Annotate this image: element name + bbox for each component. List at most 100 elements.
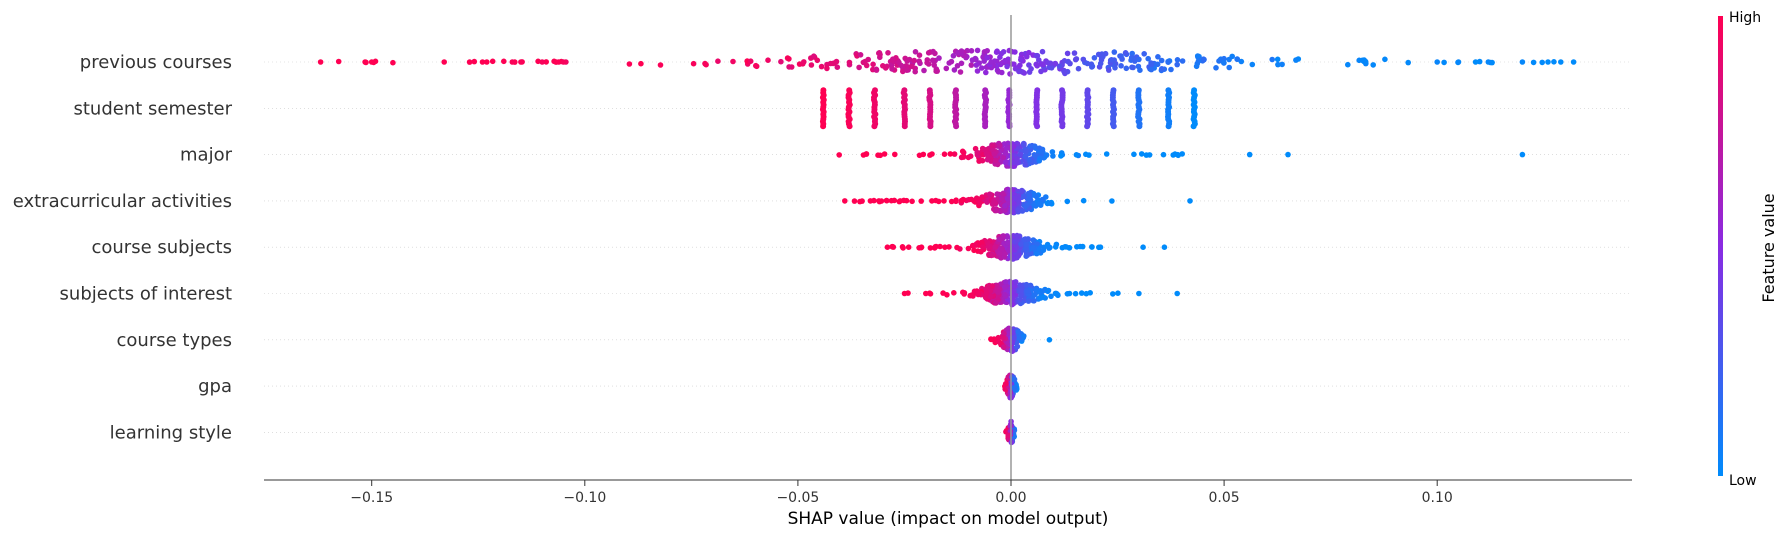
shap-point (936, 55, 942, 61)
shap-point (992, 244, 998, 250)
shap-point (1072, 290, 1079, 297)
shap-point (1046, 200, 1053, 206)
shap-point (808, 62, 815, 68)
shap-point (974, 47, 981, 54)
shap-point (953, 123, 960, 130)
shap-point (1140, 244, 1146, 250)
shap-point (1002, 207, 1008, 214)
shap-point (1441, 59, 1447, 66)
shap-point (1159, 66, 1165, 72)
shap-point (960, 153, 967, 160)
shap-point (1072, 56, 1079, 63)
shap-point (1050, 153, 1056, 159)
shap-point (1064, 50, 1071, 57)
shap-point (993, 299, 999, 306)
feature-label: student semester (73, 98, 232, 119)
shap-point (948, 58, 955, 65)
x-tick-label: −0.05 (776, 490, 819, 506)
shap-point (974, 149, 980, 156)
shap-point (988, 243, 994, 250)
shap-points (317, 47, 1577, 446)
shap-point (1064, 291, 1071, 297)
shap-point (1275, 61, 1281, 68)
shap-point (918, 198, 924, 204)
shap-point (1002, 381, 1009, 387)
shap-point (1053, 290, 1060, 297)
shap-point (846, 59, 853, 66)
shap-point (912, 49, 919, 55)
shap-point (1056, 63, 1063, 69)
feature-label: course subjects (91, 237, 232, 258)
shap-point (1226, 64, 1232, 71)
shap-point (1080, 56, 1087, 63)
shap-point (972, 55, 979, 62)
shap-point (1221, 55, 1227, 62)
shap-point (1043, 152, 1050, 158)
shap-point (560, 59, 567, 65)
shap-point (1064, 198, 1071, 205)
shap-point (871, 123, 878, 130)
shap-point (1108, 57, 1115, 63)
shap-point (942, 244, 948, 250)
shap-point (993, 207, 1000, 214)
feature-label: gpa (198, 376, 232, 397)
shap-point (551, 58, 557, 65)
shap-point (1063, 244, 1069, 250)
shap-point (979, 157, 986, 164)
x-tick-label: −0.15 (350, 490, 393, 506)
shap-point (1017, 151, 1024, 158)
shap-point (1238, 58, 1245, 65)
colorbar (1718, 16, 1723, 476)
shap-point (484, 59, 490, 65)
shap-point (1434, 59, 1440, 65)
shap-point (1201, 56, 1207, 63)
shap-point (518, 59, 524, 65)
shap-point (885, 50, 891, 56)
shap-point (1015, 252, 1022, 259)
shap-point (833, 58, 840, 65)
shap-point (979, 244, 986, 250)
shap-point (1083, 290, 1090, 297)
shap-point (824, 65, 830, 72)
shap-point (730, 58, 736, 65)
shap-point (996, 339, 1002, 345)
shap-point (811, 53, 817, 59)
shap-point (979, 239, 985, 246)
shap-point (941, 198, 947, 204)
shap-point (860, 59, 867, 66)
shap-point (909, 63, 915, 70)
shap-point (974, 68, 981, 74)
shap-point (703, 61, 709, 68)
shap-point (441, 59, 448, 65)
shap-point (988, 252, 995, 259)
shap-point (1021, 236, 1027, 243)
shap-point (1362, 58, 1369, 65)
shap-point (1165, 59, 1171, 65)
shap-point (1002, 57, 1008, 64)
shap-point (989, 283, 996, 289)
shap-point (786, 64, 792, 70)
shap-point (1065, 58, 1071, 65)
shap-point (925, 50, 932, 56)
shap-point (993, 49, 1000, 55)
shap-point (1161, 244, 1168, 250)
shap-point (539, 59, 545, 65)
shap-point (1033, 52, 1040, 59)
shap-point (959, 148, 966, 155)
shap-point (1003, 145, 1010, 151)
shap-point (1519, 151, 1526, 158)
shap-point (951, 290, 957, 296)
shap-point (1036, 158, 1043, 164)
shap-point (943, 65, 950, 72)
shap-point (638, 60, 644, 67)
colorbar-low-label: Low (1729, 473, 1757, 489)
shap-point (1194, 53, 1201, 59)
shap-point (834, 64, 841, 70)
x-axis-title: SHAP value (impact on model output) (788, 509, 1109, 529)
shap-point (1485, 59, 1492, 65)
shap-point (865, 56, 871, 63)
shap-point (995, 69, 1002, 75)
shap-point (899, 244, 906, 250)
shap-point (1036, 288, 1043, 295)
shap-point (911, 57, 917, 64)
